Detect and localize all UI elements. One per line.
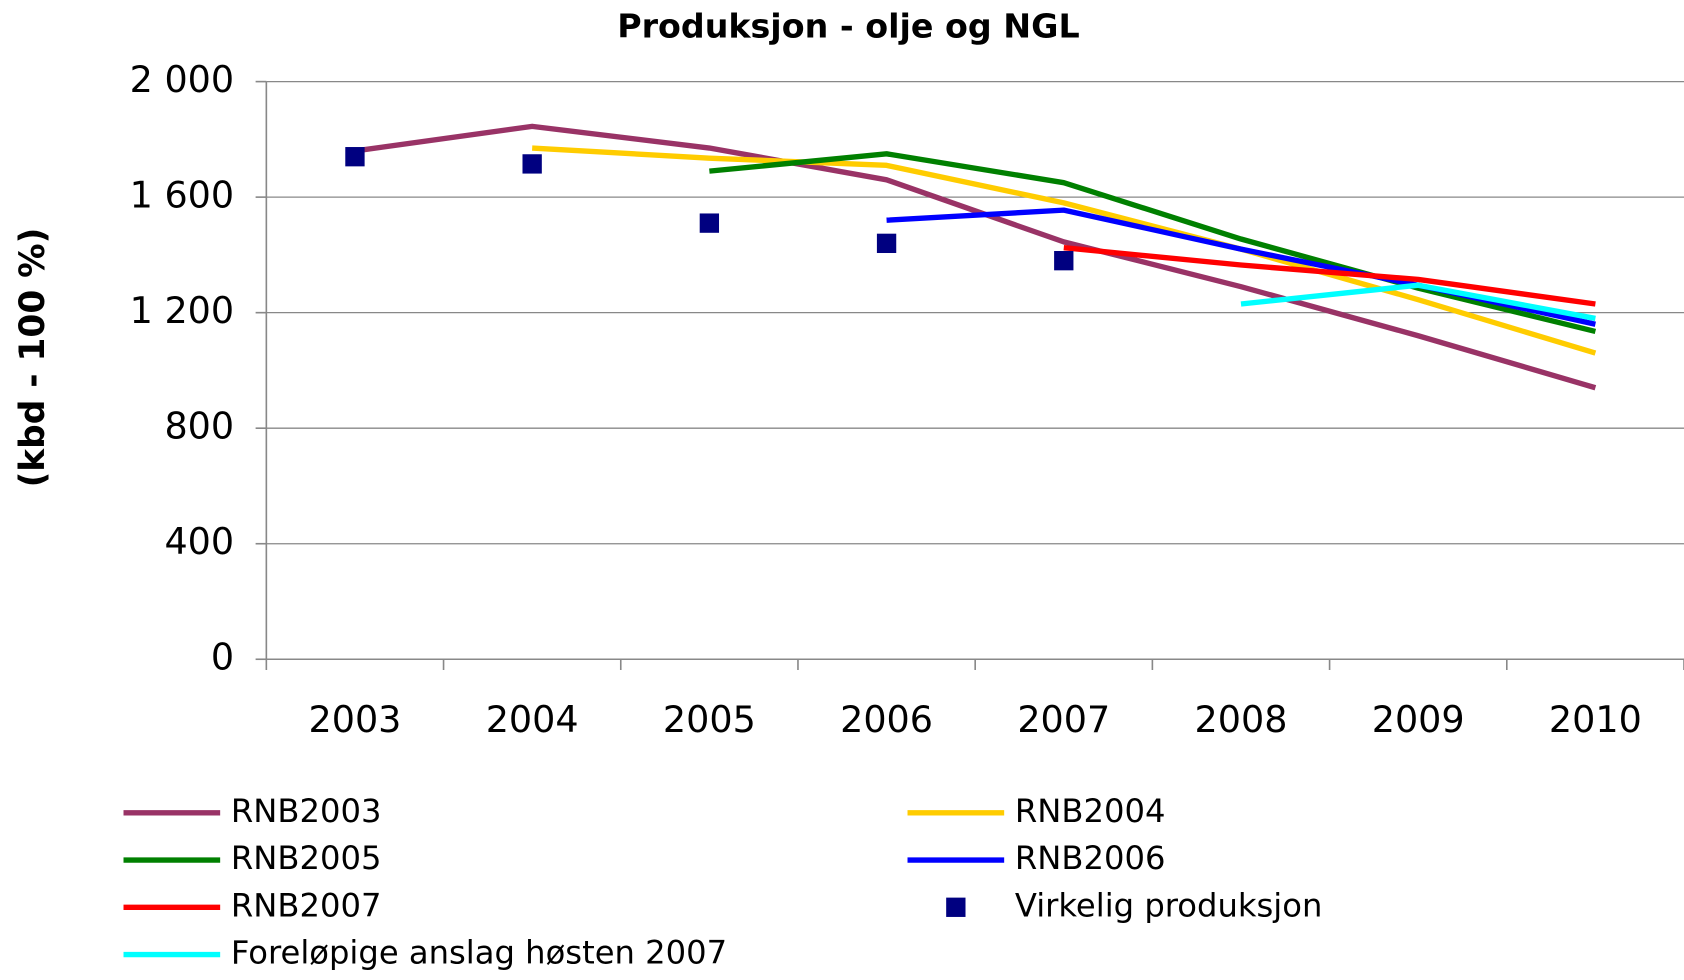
series-line	[709, 151, 1597, 335]
legend-label: Virkelig produksjon	[1015, 886, 1322, 924]
y-tick-label: 0	[211, 636, 234, 679]
x-tick-label: 2010	[1549, 698, 1642, 741]
marker	[876, 233, 897, 254]
legend-swatch	[946, 897, 966, 917]
legend-label: RNB2004	[1015, 792, 1166, 830]
x-tick-label: 2006	[840, 698, 933, 741]
series-line	[354, 123, 1597, 391]
y-tick-label: 400	[164, 520, 234, 563]
y-tick-label: 1 200	[130, 289, 235, 332]
legend-label: RNB2006	[1015, 839, 1166, 877]
marker	[1054, 251, 1074, 271]
x-tick-label: 2009	[1372, 698, 1465, 741]
legend-label: RNB2007	[231, 886, 382, 924]
x-tick-label: 2003	[308, 698, 401, 741]
marker	[522, 154, 542, 174]
chart-title: Produksjon - olje og NGL	[617, 6, 1079, 45]
legend-label: RNB2005	[231, 839, 382, 877]
y-tick-label: 800	[164, 405, 234, 448]
x-tick-label: 2008	[1195, 698, 1288, 741]
x-tick-label: 2007	[1017, 698, 1110, 741]
y-axis-label: (kbd - 100 %)	[13, 228, 53, 488]
series-line	[1240, 282, 1596, 322]
x-tick-label: 2004	[486, 698, 579, 741]
x-tick-label: 2005	[663, 698, 756, 741]
legend-label: Foreløpige anslag høsten 2007	[231, 934, 727, 972]
y-tick-label: 1 600	[130, 174, 235, 217]
y-tick-label: 2 000	[130, 58, 235, 101]
series-line	[1063, 245, 1596, 307]
legend-label: RNB2003	[231, 792, 382, 830]
marker	[345, 147, 365, 167]
series-line	[532, 145, 1597, 356]
marker	[699, 213, 720, 233]
